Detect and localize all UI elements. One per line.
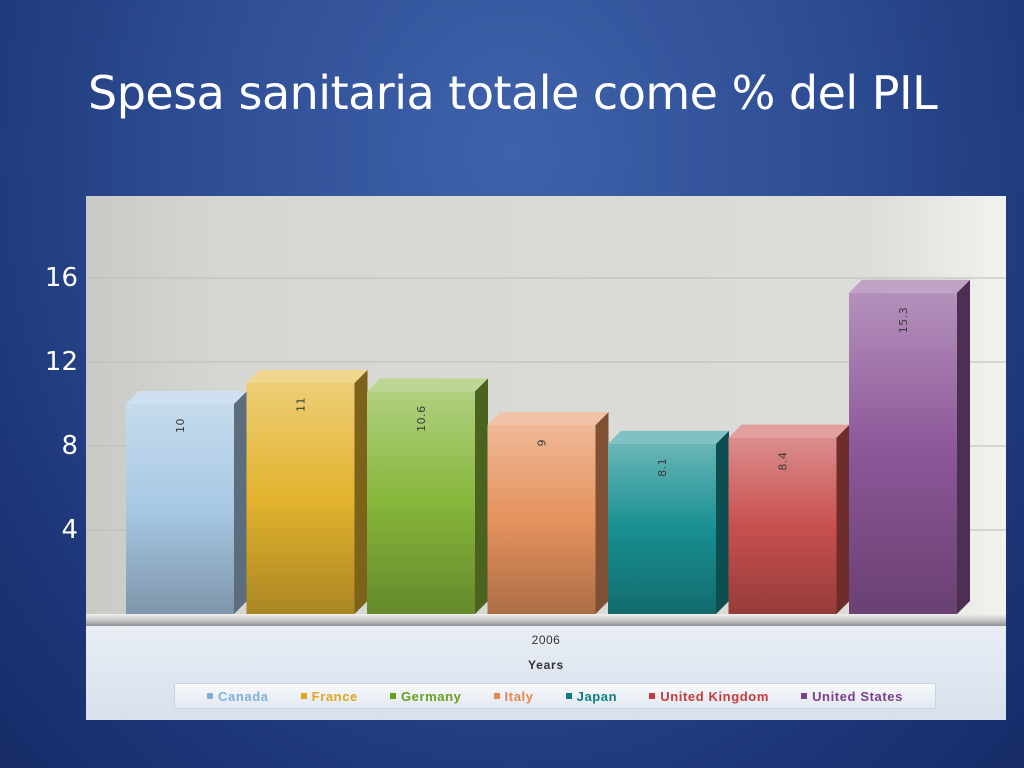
legend-swatch (493, 693, 500, 699)
y-tick-label: 16 (44, 263, 78, 293)
bar-side (234, 391, 247, 614)
bar-top (126, 391, 247, 404)
bar-value-label: 8.4 (777, 452, 790, 471)
legend-label: United States (812, 688, 903, 704)
legend-item-italy[interactable]: Italy (493, 688, 534, 704)
legend-swatch (649, 693, 656, 699)
slide-title: Spesa sanitaria totale come % del PIL (88, 66, 938, 120)
bar-top (608, 430, 729, 444)
legend-swatch (300, 693, 307, 699)
legend-swatch (207, 693, 214, 699)
bar-japan: 8.1 (608, 430, 729, 614)
bar-side (475, 378, 488, 614)
legend-swatch (565, 693, 572, 699)
bar-front (728, 437, 837, 614)
bar-side (716, 430, 729, 614)
bar-side (354, 370, 368, 614)
legend-label: United Kingdom (660, 688, 770, 704)
bar-value-label: 11 (295, 397, 308, 412)
bar-italy: 9 (487, 412, 609, 614)
bar-top (728, 424, 850, 438)
bar-canada: 10 (126, 391, 247, 614)
bar-front (126, 404, 234, 614)
legend-item-united-kingdom[interactable]: United Kingdom (649, 689, 769, 704)
bar-side (957, 279, 970, 614)
x-axis-title: Years (527, 658, 565, 672)
legend-label: France (311, 688, 358, 704)
legend-item-united-states[interactable]: United States (801, 689, 903, 704)
bar-top (849, 279, 970, 293)
bar-value-label: 10 (174, 418, 187, 433)
legend-item-france[interactable]: France (300, 688, 358, 704)
bar-top (367, 378, 488, 392)
bar-value-label: 8.1 (656, 458, 669, 477)
bar-top (246, 370, 368, 383)
chart-panel: 10 11 10.6 9 8.1 8.4 15.3 (86, 196, 1006, 720)
y-tick-label: 12 (44, 347, 78, 377)
bar-front (849, 292, 957, 614)
legend-item-canada[interactable]: Canada (207, 689, 269, 704)
legend-swatch (801, 693, 808, 699)
bar-germany: 10.6 (367, 378, 488, 614)
legend-label: Germany (400, 688, 462, 704)
bar-chart: 10 11 10.6 9 8.1 8.4 15.3 (86, 196, 1006, 720)
bar-united-states: 15.3 (849, 279, 970, 614)
legend-label: Italy (504, 688, 534, 704)
y-tick-label: 8 (61, 431, 78, 461)
bar-value-label: 15.3 (897, 307, 910, 334)
legend-item-japan[interactable]: Japan (565, 688, 618, 704)
y-tick-label: 4 (61, 515, 78, 545)
legend-swatch (389, 693, 396, 699)
bar-united-kingdom: 8.4 (728, 424, 850, 614)
bar-side (595, 412, 609, 614)
bar-top (487, 412, 609, 425)
bar-value-label: 10.6 (415, 405, 428, 432)
x-tick-label: 2006 (531, 633, 561, 647)
bar-front (246, 383, 355, 614)
bar-front (367, 391, 475, 614)
chart-legend: Canada France Germany Italy Japan United King… (174, 683, 936, 709)
legend-item-germany[interactable]: Germany (389, 688, 462, 704)
bar-value-label: 9 (536, 439, 549, 447)
chart-floor (86, 614, 1006, 626)
bar-france: 11 (246, 370, 368, 614)
bar-front (487, 425, 596, 614)
legend-label: Canada (218, 688, 269, 704)
legend-label: Japan (576, 688, 618, 704)
bar-side (836, 424, 850, 614)
bar-front (608, 443, 716, 614)
bars: 10 11 10.6 9 8.1 8.4 15.3 (126, 279, 970, 614)
